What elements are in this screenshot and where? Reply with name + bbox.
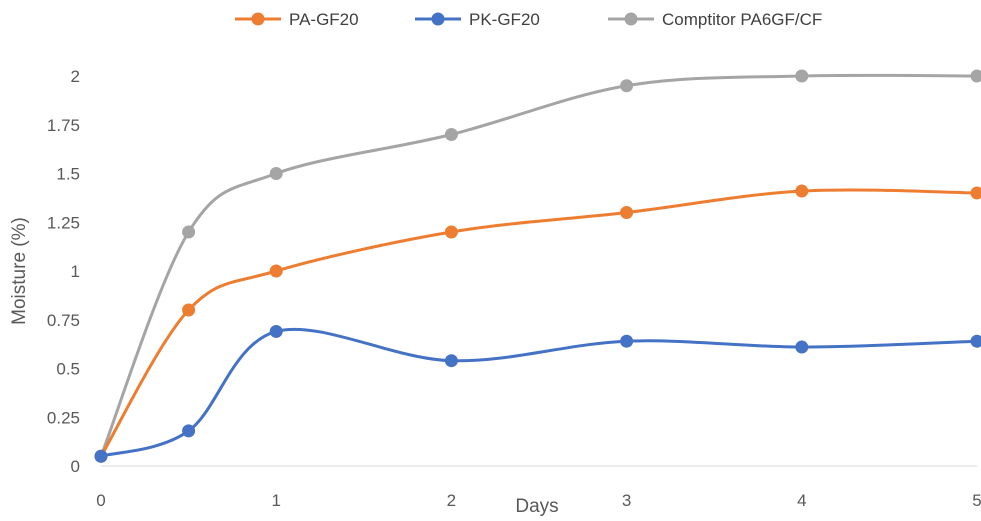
y-tick-label: 0 [71,457,80,476]
legend: PA-GF20 PK-GF20 Comptitor PA6GF/CF [235,10,822,29]
data-point [970,334,981,348]
data-point [620,79,634,93]
x-axis-ticks: 0 1 2 3 4 5 [96,491,981,510]
data-point [444,225,458,239]
data-point [444,128,458,141]
data-point [269,167,283,180]
data-point [620,334,634,348]
data-point [94,449,108,463]
data-point [795,69,809,83]
legend-item-pk-gf20: PK-GF20 [415,10,540,29]
x-tick-label: 0 [96,491,105,510]
legend-marker [431,12,445,26]
legend-label: PA-GF20 [289,10,359,29]
data-point [970,186,981,200]
data-point [795,184,809,198]
data-point [620,206,634,219]
series-pk-gf20 [94,324,981,463]
series-pa-gf20 [94,184,981,463]
data-point [182,424,196,438]
data-point [795,340,809,354]
legend-label: PK-GF20 [469,10,540,29]
y-tick-label: 0.25 [47,408,80,427]
axes: 0 0.25 0.5 0.75 1 1.25 1.5 1.75 2 0 1 2 3 4 5 Moistur… [9,67,981,517]
series-layer [94,69,981,463]
data-point [182,303,196,317]
x-tick-label: 5 [972,491,981,510]
legend-item-pa-gf20: PA-GF20 [235,10,359,29]
x-tick-label: 3 [622,491,631,510]
data-point [269,264,283,278]
data-point [444,354,458,368]
data-point [182,225,196,239]
legend-marker [251,12,265,26]
x-tick-label: 1 [271,491,280,510]
y-tick-label: 0.5 [56,360,80,379]
x-tick-label: 2 [447,491,456,510]
data-point [269,324,283,338]
y-axis-title: Moisture (%) [9,217,30,325]
series-line [99,188,979,458]
series-line [99,73,979,458]
y-tick-label: 1.75 [47,116,80,135]
y-tick-label: 2 [71,67,80,86]
legend-marker [624,12,638,26]
y-tick-label: 1 [71,262,80,281]
series-comptitor-pa6gf-cf [94,69,981,463]
data-point [970,69,981,83]
y-axis-ticks: 0 0.25 0.5 0.75 1 1.25 1.5 1.75 2 [47,67,80,476]
x-tick-label: 4 [797,491,806,510]
legend-item-comptitor-pa6gf-cf: Comptitor PA6GF/CF [608,10,822,29]
x-axis-title: Days [515,496,558,517]
y-tick-label: 1.25 [47,213,80,232]
y-tick-label: 0.75 [47,311,80,330]
y-tick-label: 1.5 [56,165,80,184]
series-line [99,327,979,458]
legend-label: Comptitor PA6GF/CF [662,10,822,29]
